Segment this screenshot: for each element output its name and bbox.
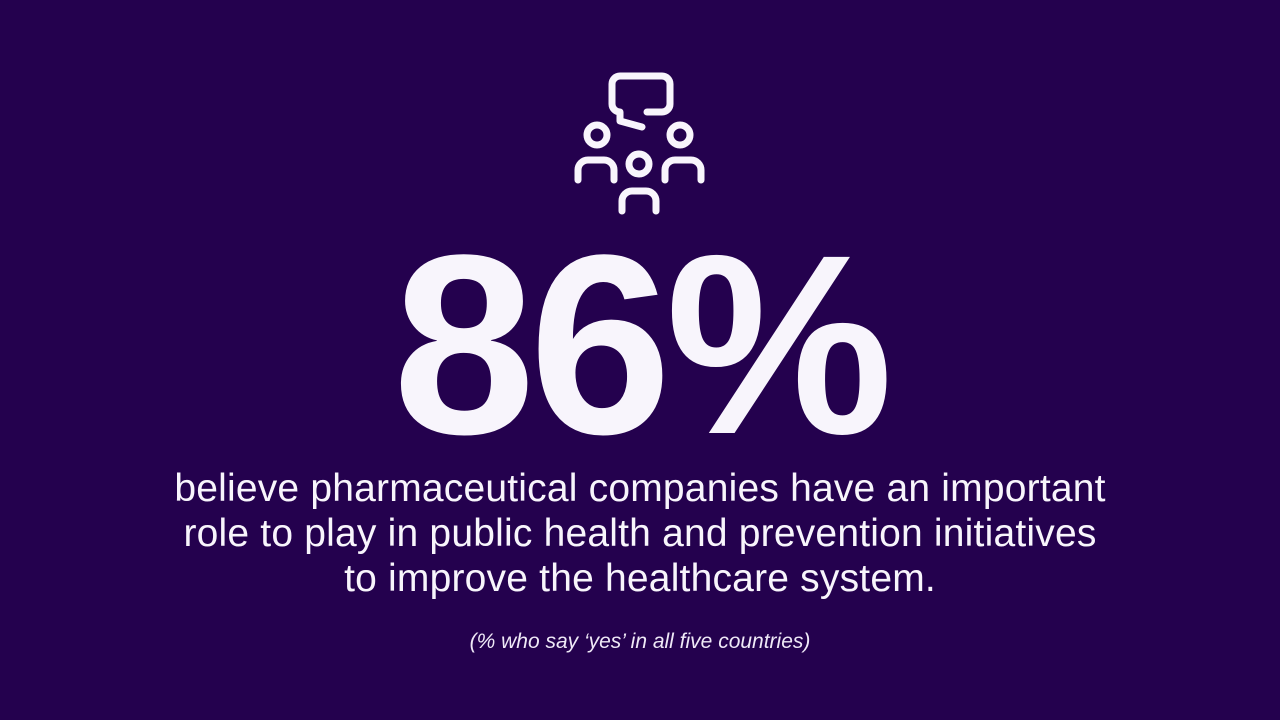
speech-bubble-icon xyxy=(608,72,674,131)
stat-value: 86% xyxy=(392,202,893,488)
people-discussion-icon-svg xyxy=(574,72,705,215)
statement-line-3: to improve the healthcare system. xyxy=(344,557,936,600)
footnote: (% who say ‘yes’ in all five countries) xyxy=(469,630,811,653)
person-head-left xyxy=(583,121,611,149)
statement: believe pharmaceutical companies have an… xyxy=(0,466,1280,601)
statement-line-1: believe pharmaceutical companies have an… xyxy=(174,467,1106,510)
person-shoulders-left xyxy=(574,156,618,184)
person-shoulders-right xyxy=(661,156,705,184)
person-head-center xyxy=(625,150,653,178)
person-head-right xyxy=(666,121,694,149)
people-discussion-icon xyxy=(570,68,710,218)
statement-line-2: role to play in public health and preven… xyxy=(183,512,1097,555)
person-shoulders-center xyxy=(618,187,660,215)
